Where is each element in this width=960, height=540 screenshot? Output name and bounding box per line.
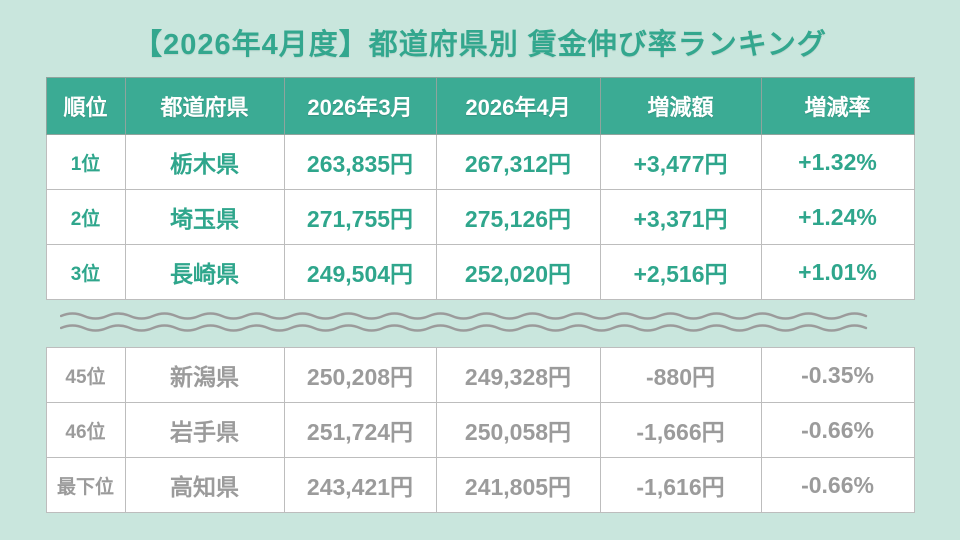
rank-cell: 45位: [45, 347, 126, 403]
page-title: 【2026年4月度】都道府県別 賃金伸び率ランキング: [133, 29, 827, 61]
change-amount-cell: +3,477円: [599, 134, 762, 190]
change-amount-cell: -1,666円: [599, 402, 762, 458]
april-wage-cell: 275,126円: [435, 189, 601, 245]
april-wage-cell: 267,312円: [435, 134, 601, 190]
table-row-rank2: 2位 埼玉県 271,755円 275,126円 +3,371円 +1.24%: [45, 189, 915, 245]
change-rate-cell: -0.66%: [760, 402, 915, 458]
april-wage-cell: 252,020円: [435, 244, 601, 300]
rank-cell: 46位: [45, 402, 126, 458]
table-row-rank46: 46位 岩手県 251,724円 250,058円 -1,666円 -0.66%: [45, 402, 915, 458]
change-amount-cell: +2,516円: [599, 244, 762, 300]
prefecture-cell: 長崎県: [124, 244, 285, 300]
table-row-last-place: 最下位 高知県 243,421円 241,805円 -1,616円 -0.66%: [45, 457, 915, 513]
change-amount-cell: -1,616円: [599, 457, 762, 513]
change-rate-cell: -0.66%: [760, 457, 915, 513]
top-ranking-table: 順位 都道府県 2026年3月 2026年4月 増減額 増減率 1位 栃木県 2…: [45, 77, 915, 300]
wavy-lines-icon: [60, 312, 868, 332]
march-wage-cell: 250,208円: [283, 347, 437, 403]
april-wage-cell: 241,805円: [435, 457, 601, 513]
table-row-rank1: 1位 栃木県 263,835円 267,312円 +3,477円 +1.32%: [45, 134, 915, 190]
change-rate-cell: +1.01%: [760, 244, 915, 300]
bottom-ranking-table: 45位 新潟県 250,208円 249,328円 -880円 -0.35% 4…: [45, 347, 915, 513]
april-wage-cell: 249,328円: [435, 347, 601, 403]
change-amount-cell: +3,371円: [599, 189, 762, 245]
change-amount-cell: -880円: [599, 347, 762, 403]
march-wage-cell: 263,835円: [283, 134, 437, 190]
header-march-wage: 2026年3月: [283, 77, 437, 135]
march-wage-cell: 251,724円: [283, 402, 437, 458]
change-rate-cell: -0.35%: [760, 347, 915, 403]
prefecture-cell: 栃木県: [124, 134, 285, 190]
header-april-wage: 2026年4月: [435, 77, 601, 135]
rank-cell: 2位: [45, 189, 126, 245]
rank-cell: 最下位: [45, 457, 126, 513]
change-rate-cell: +1.24%: [760, 189, 915, 245]
prefecture-cell: 岩手県: [124, 402, 285, 458]
rank-cell: 1位: [45, 134, 126, 190]
table-row-rank3: 3位 長崎県 249,504円 252,020円 +2,516円 +1.01%: [45, 244, 915, 300]
march-wage-cell: 243,421円: [283, 457, 437, 513]
rank-cell: 3位: [45, 244, 126, 300]
wave-separator: [46, 308, 914, 338]
header-change-rate: 増減率: [760, 77, 915, 135]
header-change-amount: 増減額: [599, 77, 762, 135]
prefecture-cell: 新潟県: [124, 347, 285, 403]
march-wage-cell: 249,504円: [283, 244, 437, 300]
table-row-rank45: 45位 新潟県 250,208円 249,328円 -880円 -0.35%: [45, 347, 915, 403]
header-prefecture: 都道府県: [124, 77, 285, 135]
april-wage-cell: 250,058円: [435, 402, 601, 458]
header-rank: 順位: [45, 77, 126, 135]
prefecture-cell: 高知県: [124, 457, 285, 513]
table-header-row: 順位 都道府県 2026年3月 2026年4月 増減額 増減率: [45, 77, 915, 135]
change-rate-cell: +1.32%: [760, 134, 915, 190]
march-wage-cell: 271,755円: [283, 189, 437, 245]
prefecture-cell: 埼玉県: [124, 189, 285, 245]
